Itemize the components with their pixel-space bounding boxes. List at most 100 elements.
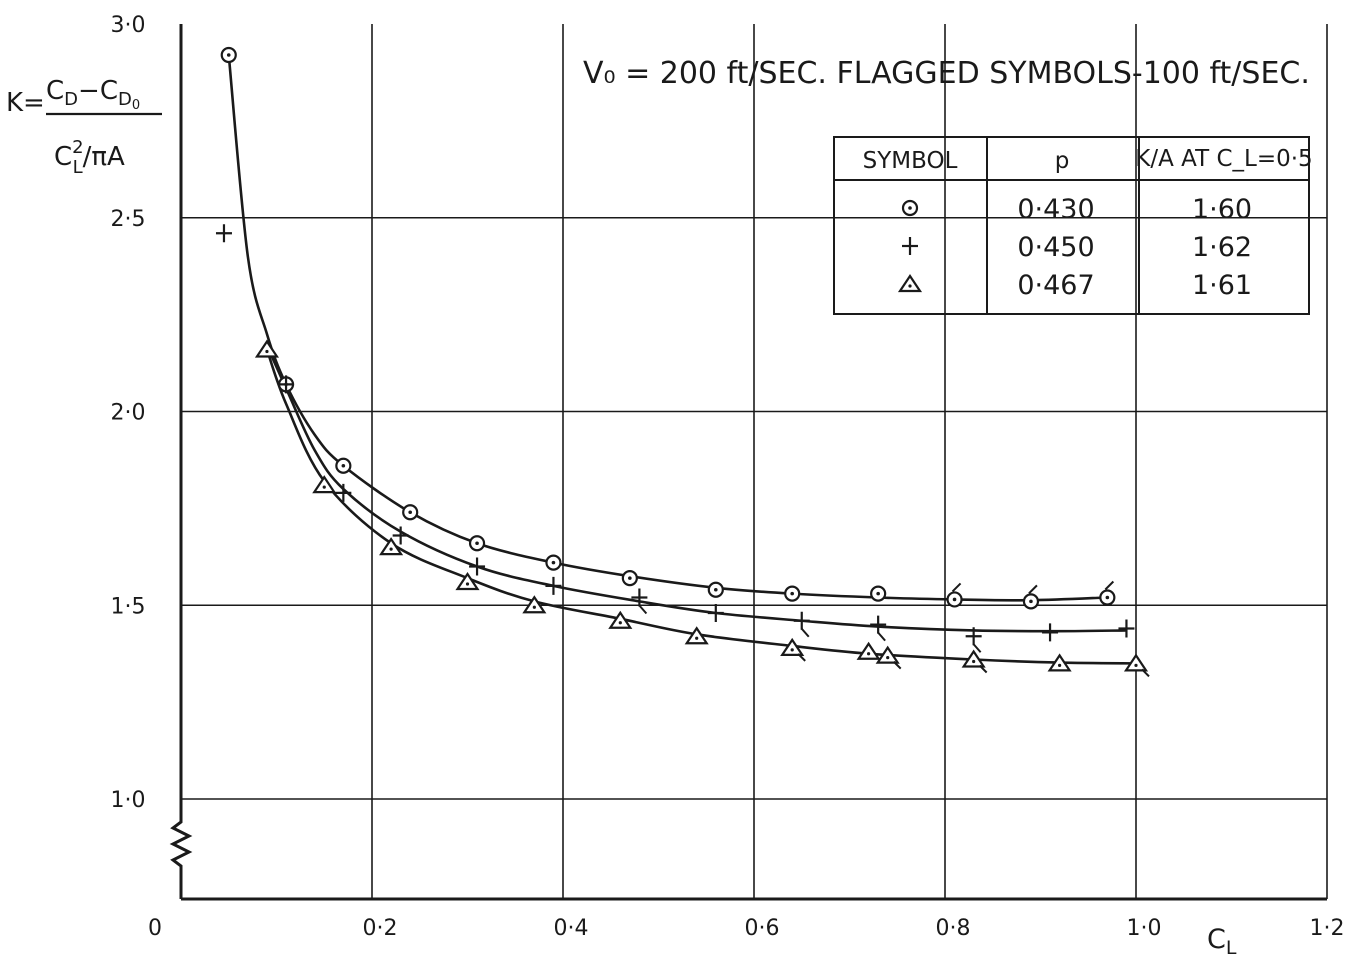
series-3-point-4-dot: [465, 582, 470, 586]
series-3-point-8-tri: [780, 637, 805, 656]
series-2-point-5: [469, 557, 486, 576]
series-2-point-12: [1042, 623, 1059, 642]
x-tick-label-6: 1·0: [1127, 916, 1162, 941]
axes: [169, 24, 1327, 901]
series-3-point-7-tri: [684, 626, 709, 645]
series-1-point-1: [220, 46, 237, 64]
series-1-point-8-dot: [714, 587, 718, 592]
series-1-point-12-dot: [1029, 599, 1033, 604]
series-1-point-3: [335, 457, 352, 474]
series-1-point-3-dot: [341, 463, 346, 468]
y-tick-label-4: 2·5: [111, 207, 146, 232]
series-1-point-7: [621, 570, 638, 587]
series-1-point-13-flag: [1104, 580, 1115, 591]
series-3-point-9: [856, 641, 881, 660]
series-2-point-9-flag: [800, 628, 810, 638]
series-1-point-9: [784, 585, 801, 602]
series-1-point-10: [870, 585, 887, 602]
series-2-point-7-flag: [638, 604, 648, 615]
series-2-point-7: [631, 588, 648, 615]
series-3-point-5: [522, 595, 547, 614]
series-1-point-13: [1099, 580, 1116, 606]
x-tick-label-2: 0·2: [363, 916, 398, 941]
legend-table-header-ka: K/A AT C_L=0·5: [1135, 146, 1312, 172]
chart-title: V₀ = 200 ft/SEC. FLAGGED SYMBOLS-100 ft/…: [583, 56, 1310, 91]
series-1-point-8: [707, 581, 724, 598]
x-tick-label-4: 0·6: [745, 916, 780, 941]
series-3-point-10-dot: [886, 656, 890, 660]
legend-symbol-1-dot: [908, 206, 912, 210]
series-1-point-6-dot: [551, 560, 556, 565]
series-1-point-1-dot: [226, 53, 231, 57]
legend-row-2-p: 0·450: [1017, 232, 1094, 263]
y-tick-label-2: 1·5: [111, 594, 146, 619]
series-3-point-13: [1123, 653, 1150, 678]
curves: [227, 54, 1137, 665]
series-3-point-4: [455, 572, 480, 591]
x-tick-label-1: 0: [148, 916, 162, 941]
series-3-point-13-flag: [1141, 668, 1150, 678]
y-axis-label-denominator: C2 L/πA: [54, 137, 125, 178]
series-3-point-5-dot: [532, 605, 536, 609]
x-tick-label-5: 0·8: [936, 916, 971, 941]
series-1-point-12: [1022, 584, 1040, 610]
series-3-point-10-tri: [875, 645, 900, 664]
series-1-point-12-flag: [1028, 584, 1038, 595]
series-3-point-5-tri: [522, 595, 547, 614]
series-2-point-10: [870, 615, 887, 642]
legend-row-3-p: 0·467: [1017, 270, 1094, 301]
series-1-point-13-dot: [1105, 595, 1110, 600]
legend-symbol-1: [901, 199, 919, 217]
y-axis-label-k: K=: [6, 88, 45, 118]
series-3-point-7: [684, 626, 709, 645]
x-tick-label-7: 1·2: [1310, 916, 1345, 941]
series-3-point-1-dot: [265, 349, 269, 354]
legend-row-3-ka: 1·61: [1192, 270, 1252, 301]
series-3-point-6-tri: [608, 610, 633, 629]
series-3-point-12-dot: [1058, 663, 1062, 667]
series-3-point-8-flag: [797, 653, 806, 662]
series-3-point-2-dot: [322, 485, 326, 489]
y-axis-line: [169, 24, 193, 899]
series-3-point-4-tri: [455, 572, 480, 591]
series-3-point-3-dot: [389, 547, 393, 551]
series-3-point-11-flag: [978, 664, 988, 674]
series-3-point-1-tri: [254, 339, 280, 358]
legend-symbol-3-dot: [908, 284, 912, 288]
legend-table-header-p: p: [1055, 148, 1070, 174]
series-3-point-12: [1047, 653, 1072, 672]
series-3-point-10: [875, 645, 902, 670]
series-3-point-3-tri: [379, 537, 404, 556]
legend-row-1-ka: 1·60: [1192, 194, 1252, 225]
series-1-point-4: [402, 504, 419, 521]
series-1-point-7-dot: [628, 576, 632, 580]
legend-row-1-p: 0·430: [1017, 194, 1094, 225]
series-3-point-6: [608, 610, 633, 629]
y-axis-label: K= CD−CD0 C2 L/πA: [6, 76, 162, 178]
grid: [181, 24, 1328, 899]
series-1-point-11-flag: [951, 582, 962, 593]
series-1-point-5-dot: [475, 541, 479, 546]
series-3-point-7-dot: [695, 636, 699, 640]
legend-table: SYMBOL p K/A AT C_L=0·5 0·430 0·450 0·46…: [833, 136, 1313, 315]
y-tick-label-5: 3·0: [111, 13, 146, 38]
series-3-point-13-tri: [1123, 653, 1149, 672]
series-3-point-3: [379, 537, 404, 556]
series-1-point-6: [545, 554, 562, 571]
series-3-point-12-tri: [1047, 653, 1072, 672]
series-curve-2: [265, 345, 1127, 633]
legend-row-2-ka: 1·62: [1192, 232, 1252, 263]
series-1-point-5: [468, 535, 486, 552]
series-2-point-2: [278, 375, 295, 394]
legend-table-frame: [833, 136, 1310, 315]
series-3-point-11-tri: [961, 649, 986, 668]
series-2-point-10-flag: [877, 631, 886, 642]
series-2-point-11-flag: [972, 643, 982, 653]
series-3-point-8: [780, 637, 806, 662]
legend-table-header-symbol: SYMBOL: [863, 148, 958, 174]
legend-symbol-2: [902, 237, 918, 255]
series-curve-3: [265, 349, 1137, 665]
series-2-point-1: [215, 224, 232, 243]
series-3-point-13-dot: [1134, 663, 1138, 667]
